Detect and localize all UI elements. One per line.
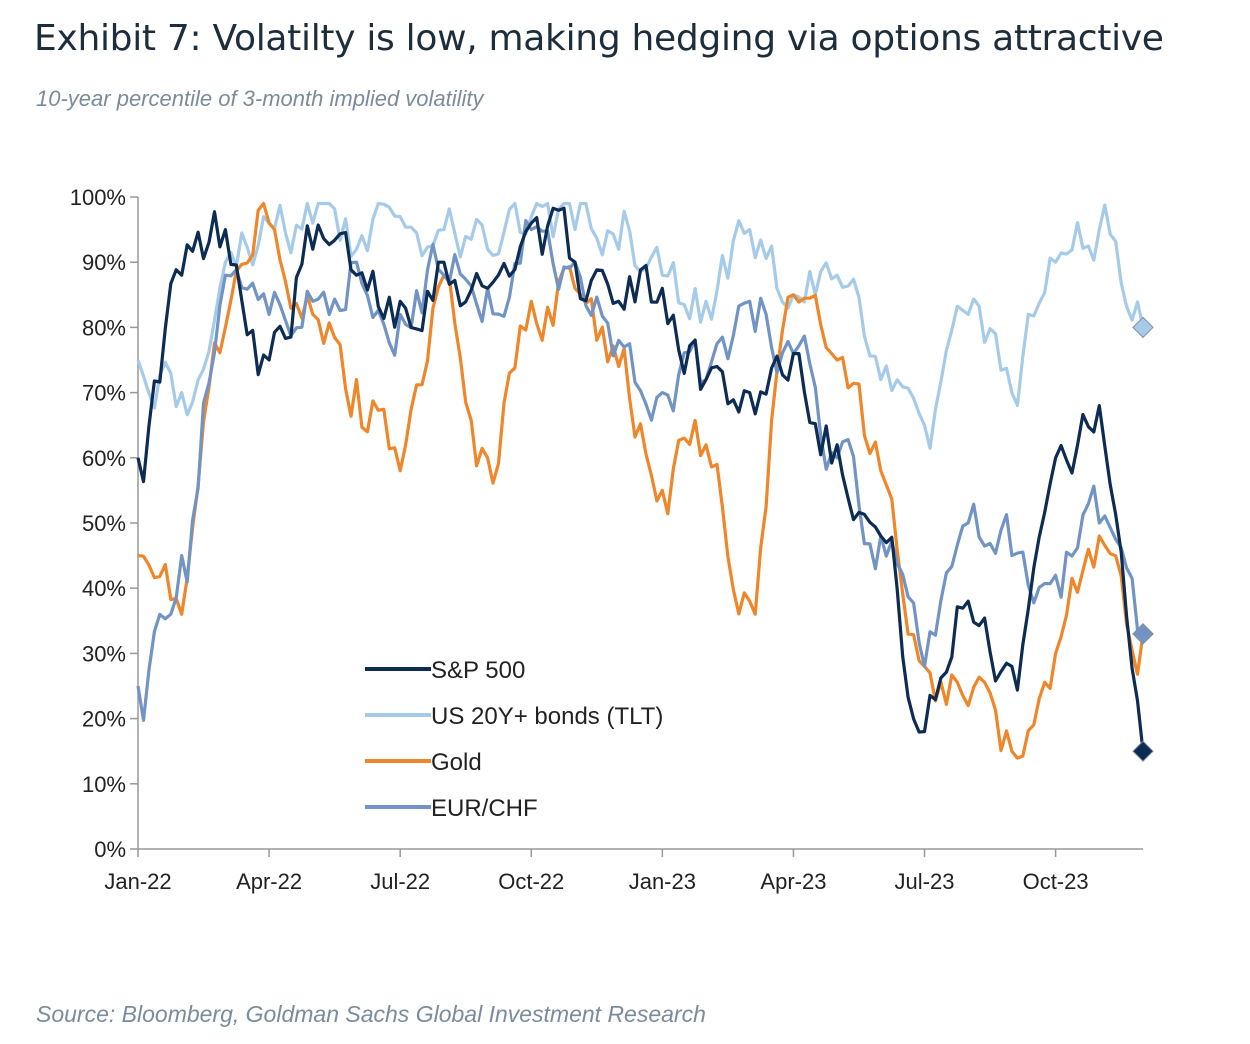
y-tick-label: 30% — [82, 641, 126, 666]
y-tick-label: 80% — [82, 315, 126, 340]
series-line-gold — [137, 201, 1145, 760]
y-tick-label: 100% — [70, 185, 126, 210]
legend-label: US 20Y+ bonds (TLT) — [431, 703, 663, 730]
x-tick-label: Jul-22 — [370, 869, 430, 894]
chart-legend: S&P 500 US 20Y+ bonds (TLT) Gold EUR/CHF — [365, 657, 663, 822]
end-marker-s-p-500 — [1132, 740, 1154, 762]
end-marker-us-20y-bonds-tlt — [1132, 316, 1154, 339]
series-line-eur-chf — [136, 219, 1144, 722]
x-tick-label: Apr-22 — [236, 869, 302, 894]
chart-axes: 0% 10% 20% 30% 40% 50% 60% 70% 80% 90% 100% Jan-22 A… — [70, 185, 1143, 894]
x-tick-label: Oct-23 — [1023, 869, 1089, 894]
y-tick-label: 10% — [82, 772, 126, 797]
y-tick-label: 50% — [82, 511, 126, 536]
y-tick-label: 40% — [82, 576, 126, 601]
source-note: Source: Bloomberg, Goldman Sachs Global … — [36, 1001, 706, 1027]
chart-end-markers — [1132, 316, 1154, 762]
x-tick-label: Jul-23 — [895, 869, 955, 894]
legend-label: EUR/CHF — [431, 795, 538, 822]
chart-title: Exhibit 7: Volatilty is low, making hedg… — [34, 18, 1164, 59]
y-tick-label: 60% — [82, 446, 126, 471]
y-tick-label: 70% — [82, 381, 126, 406]
legend-label: S&P 500 — [431, 657, 525, 684]
end-marker-eur-chf — [1132, 623, 1154, 645]
y-tick-label: 20% — [82, 707, 126, 732]
chart-subtitle: 10-year percentile of 3-month implied vo… — [36, 86, 484, 111]
y-tick-label: 90% — [82, 250, 126, 275]
x-tick-label: Oct-22 — [498, 869, 564, 894]
y-tick-label: 0% — [94, 837, 126, 862]
x-tick-label: Apr-23 — [760, 869, 826, 894]
x-tick-label: Jan-22 — [104, 869, 171, 894]
x-tick-label: Jan-23 — [629, 869, 696, 894]
legend-label: Gold — [431, 749, 482, 776]
chart-lines — [136, 201, 1145, 760]
series-line-s-p-500 — [136, 206, 1145, 752]
